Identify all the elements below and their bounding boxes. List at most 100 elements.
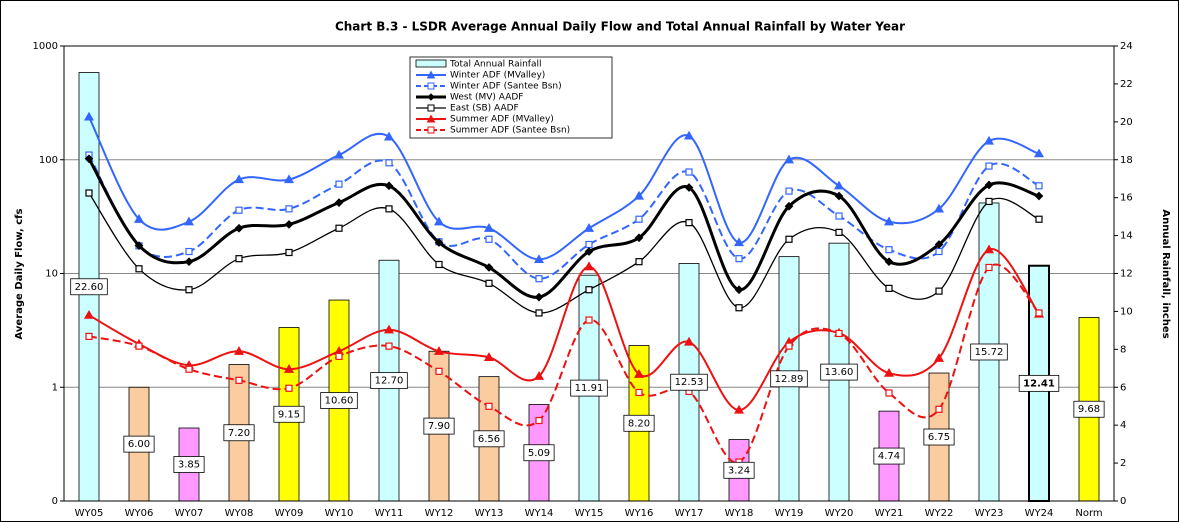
marker — [135, 265, 143, 273]
marker — [235, 255, 243, 263]
marker — [883, 216, 895, 226]
marker — [585, 316, 593, 324]
marker — [634, 233, 644, 243]
value-label-box — [923, 428, 955, 446]
marker — [185, 247, 193, 256]
y2-tick-label: 0 — [1120, 496, 1126, 507]
marker — [333, 149, 345, 159]
marker — [283, 364, 295, 373]
marker — [233, 174, 245, 184]
x-tick-label: WY08 — [225, 508, 254, 519]
value-label: 5.09 — [528, 448, 550, 459]
marker — [784, 201, 794, 211]
y2-tick-label: 4 — [1120, 420, 1126, 431]
value-label-box — [370, 372, 408, 390]
marker — [383, 324, 395, 334]
value-label: 12.53 — [675, 377, 704, 388]
value-label: 6.56 — [478, 434, 500, 445]
value-label-box — [523, 444, 555, 462]
legend-label: Winter ADF (MValley) — [450, 71, 545, 81]
value-label-box — [320, 392, 358, 409]
marker — [584, 247, 594, 256]
marker — [933, 353, 945, 362]
y2-tick-label: 12 — [1120, 269, 1133, 280]
marker — [83, 309, 95, 319]
marker — [1035, 182, 1043, 190]
x-tick-label: WY06 — [125, 508, 154, 519]
y2-tick-label: 10 — [1120, 306, 1133, 317]
marker — [434, 238, 444, 247]
marker — [185, 286, 193, 294]
x-tick-label: WY14 — [525, 508, 554, 519]
marker — [535, 309, 543, 317]
marker — [85, 332, 93, 340]
legend-marker — [427, 126, 435, 134]
y2-axis-title: Annual Rainfall, inches — [1160, 209, 1171, 338]
marker — [485, 235, 493, 243]
marker — [683, 130, 695, 140]
marker — [385, 205, 393, 213]
marker — [385, 342, 393, 350]
x-tick-label: WY19 — [775, 508, 804, 519]
legend-label: East (SB) AADF — [450, 104, 519, 114]
marker — [433, 346, 445, 355]
marker — [935, 405, 943, 413]
value-label-box — [623, 414, 655, 432]
marker — [934, 240, 944, 249]
marker — [484, 263, 494, 272]
y2-tick-label: 14 — [1120, 231, 1133, 242]
marker — [785, 342, 793, 350]
x-tick-label: WY11 — [375, 508, 404, 519]
marker — [785, 187, 793, 195]
marker — [633, 369, 645, 378]
x-tick-label: WY13 — [475, 508, 504, 519]
marker — [985, 162, 993, 170]
y2-tick-label: 18 — [1120, 155, 1133, 166]
value-label-box — [970, 343, 1008, 361]
marker — [883, 367, 895, 377]
value-label-box — [820, 363, 858, 381]
value-label-box — [770, 370, 808, 388]
legend-label: Summer ADF (MValley) — [450, 115, 554, 125]
marker — [1035, 309, 1043, 317]
x-tick-label: WY21 — [875, 508, 904, 519]
x-tick-label: WY17 — [675, 508, 704, 519]
marker — [585, 286, 593, 294]
marker — [233, 346, 245, 355]
marker — [433, 216, 445, 226]
marker — [685, 168, 693, 176]
marker — [534, 292, 544, 302]
marker — [984, 180, 994, 190]
legend-label: West (MV) AADF — [450, 93, 523, 103]
value-label-box — [423, 417, 455, 435]
marker — [684, 183, 694, 192]
value-label-box — [1073, 400, 1105, 418]
marker — [84, 154, 94, 164]
marker — [135, 342, 143, 350]
marker — [335, 352, 343, 360]
y-axis-title: Average Daily Flow, cfs — [14, 208, 25, 339]
x-tick-label: WY10 — [325, 508, 354, 519]
marker — [835, 228, 843, 236]
value-label-box — [223, 424, 255, 442]
x-tick-label: WY15 — [575, 508, 604, 519]
x-tick-label: WY05 — [75, 508, 104, 519]
value-label-box — [473, 430, 505, 448]
marker — [983, 244, 995, 254]
marker — [183, 216, 195, 226]
value-label: 6.75 — [928, 432, 950, 443]
value-label: 12.70 — [375, 376, 404, 387]
value-label: 6.00 — [128, 439, 150, 450]
value-label: 13.60 — [825, 367, 854, 378]
marker — [385, 159, 393, 167]
legend-marker — [426, 114, 436, 123]
y-tick-label: 0 — [52, 496, 58, 507]
y2-tick-label: 16 — [1120, 193, 1133, 204]
marker — [184, 257, 194, 267]
y2-tick-label: 2 — [1120, 458, 1126, 469]
marker — [383, 131, 395, 141]
x-tick-label: Norm — [1075, 508, 1102, 519]
value-label: 4.74 — [878, 451, 900, 462]
value-label-box — [1018, 374, 1060, 392]
chart-title: Chart B.3 - LSDR Average Annual Daily Fl… — [335, 20, 905, 34]
